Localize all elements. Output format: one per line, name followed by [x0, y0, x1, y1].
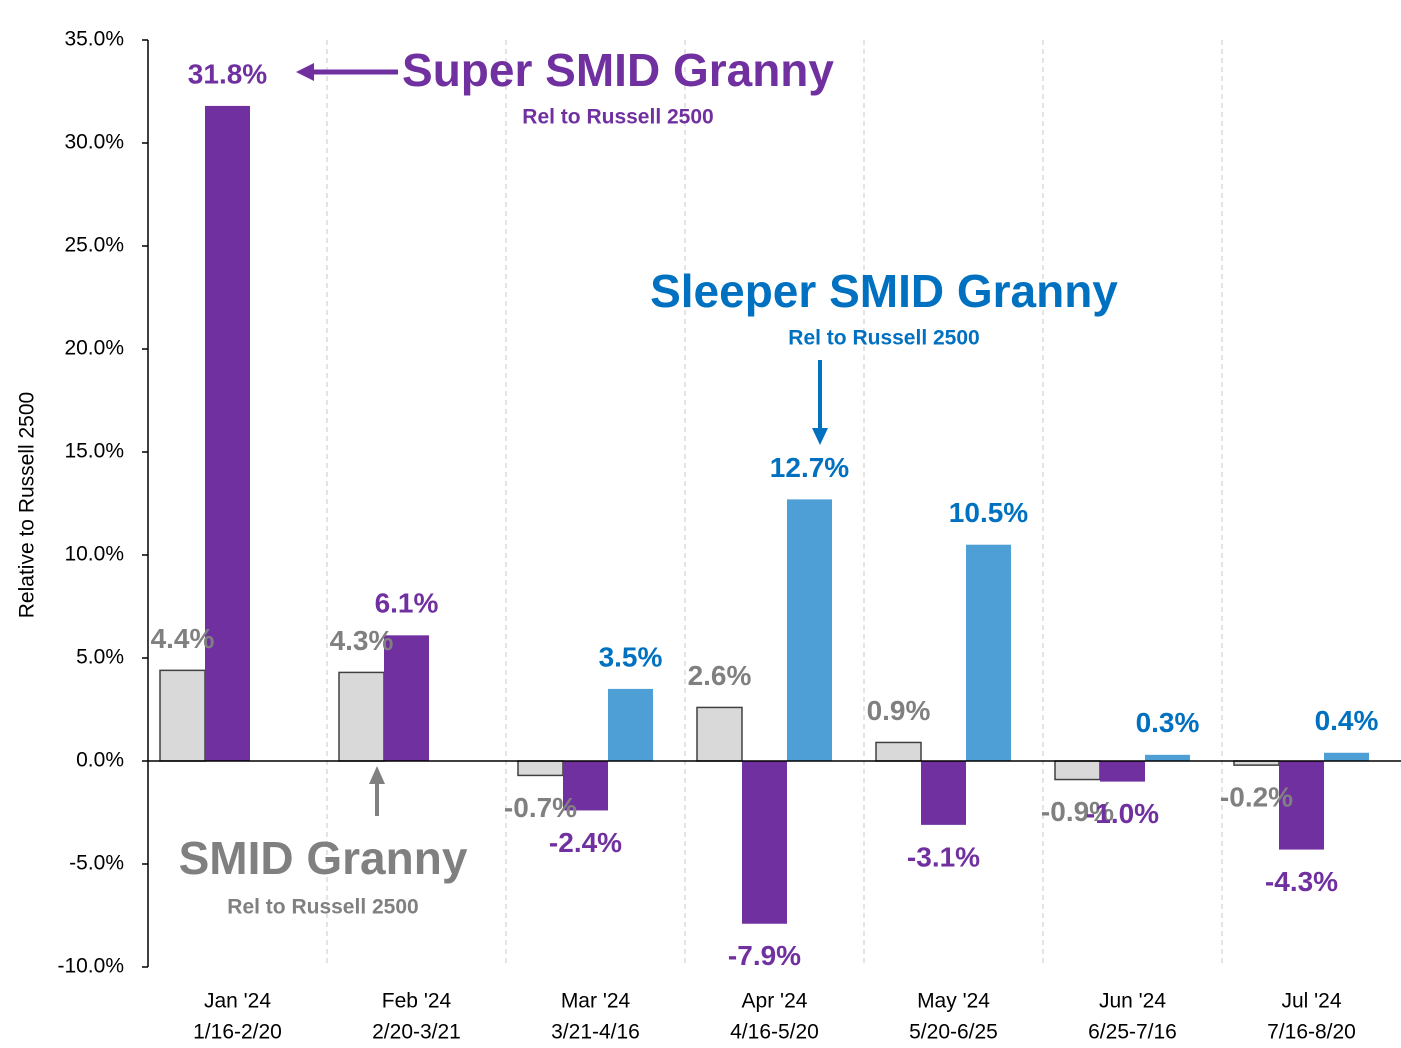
- y-tick-label: 20.0%: [64, 337, 124, 360]
- value-label: -1.0%: [1086, 798, 1159, 829]
- arrow-head: [812, 428, 828, 445]
- value-label: 31.8%: [188, 58, 267, 89]
- legend-entry: SMID Granny: [179, 832, 468, 884]
- y-tick-label: 0.0%: [76, 749, 124, 772]
- bar: [608, 688, 653, 761]
- x-tick-label: Jun '24: [1099, 990, 1166, 1013]
- value-label: 2.6%: [688, 660, 752, 691]
- value-label: -0.7%: [504, 792, 577, 823]
- value-label: 0.9%: [867, 695, 931, 726]
- legend-note: Rel to Russell 2500: [522, 106, 713, 129]
- bar: [787, 499, 832, 761]
- value-label: 12.7%: [770, 452, 849, 483]
- y-tick-label: 30.0%: [64, 131, 124, 154]
- x-tick-label: Jul '24: [1281, 990, 1341, 1013]
- arrow-head: [296, 63, 314, 81]
- bar: [1145, 754, 1190, 761]
- bar: [1324, 752, 1369, 761]
- bar: [696, 706, 743, 762]
- x-tick-label: 2/20-3/21: [372, 1021, 461, 1044]
- bars: [159, 105, 1369, 924]
- y-axis-label: Relative to Russell 2500: [16, 392, 39, 618]
- y-tick-label: 5.0%: [76, 646, 124, 669]
- x-tick-label: 5/20-6/25: [909, 1021, 998, 1044]
- bar: [517, 760, 564, 777]
- value-label: -2.4%: [549, 827, 622, 858]
- value-label: 6.1%: [375, 588, 439, 619]
- x-tick-label: Feb '24: [382, 990, 452, 1013]
- x-tick-label: Jan '24: [204, 990, 271, 1013]
- x-tick-label: Mar '24: [561, 990, 631, 1013]
- x-tick-label: May '24: [917, 990, 990, 1013]
- x-tick-label: 1/16-2/20: [193, 1021, 282, 1044]
- value-label: 3.5%: [599, 641, 663, 672]
- value-label: -7.9%: [728, 940, 801, 971]
- bar: [921, 761, 966, 825]
- value-label: 4.3%: [330, 625, 394, 656]
- value-label: 0.3%: [1136, 707, 1200, 738]
- bar: [384, 635, 429, 761]
- legend-note: Rel to Russell 2500: [788, 327, 979, 350]
- bar: [742, 761, 787, 924]
- bar: [338, 671, 385, 762]
- x-tick-label: 4/16-5/20: [730, 1021, 819, 1044]
- y-tick-label: 15.0%: [64, 440, 124, 463]
- value-label: 0.4%: [1315, 705, 1379, 736]
- y-tick-label: -10.0%: [57, 955, 124, 978]
- value-label: -3.1%: [907, 841, 980, 872]
- bar: [966, 544, 1011, 761]
- value-label: -0.9%: [1041, 796, 1114, 827]
- bar: [205, 105, 250, 762]
- x-tick-label: 6/25-7/16: [1088, 1021, 1177, 1044]
- bar: [1054, 760, 1101, 781]
- y-tick-label: 35.0%: [64, 28, 124, 51]
- bar: [1279, 761, 1324, 850]
- grid: [326, 40, 1223, 967]
- value-label: 4.4%: [151, 623, 215, 654]
- x-tick-label: 3/21-4/16: [551, 1021, 640, 1044]
- value-label: 10.5%: [949, 497, 1028, 528]
- y-tick-label: -5.0%: [69, 852, 124, 875]
- bar: [1100, 761, 1145, 782]
- legend-note: Rel to Russell 2500: [227, 896, 418, 919]
- arrow-head: [369, 766, 385, 784]
- legend-entry: Super SMID Granny: [402, 44, 834, 96]
- bar: [159, 669, 206, 762]
- y-tick-label: 10.0%: [64, 543, 124, 566]
- x-tick-label: Apr '24: [742, 990, 808, 1013]
- x-tick-label: 7/16-8/20: [1267, 1021, 1356, 1044]
- y-tick-label: 25.0%: [64, 234, 124, 257]
- value-label: -4.3%: [1265, 866, 1338, 897]
- bar: [875, 741, 922, 762]
- bar: [563, 761, 608, 811]
- value-label: -0.2%: [1220, 782, 1293, 813]
- legend-entry: Sleeper SMID Granny: [650, 265, 1118, 317]
